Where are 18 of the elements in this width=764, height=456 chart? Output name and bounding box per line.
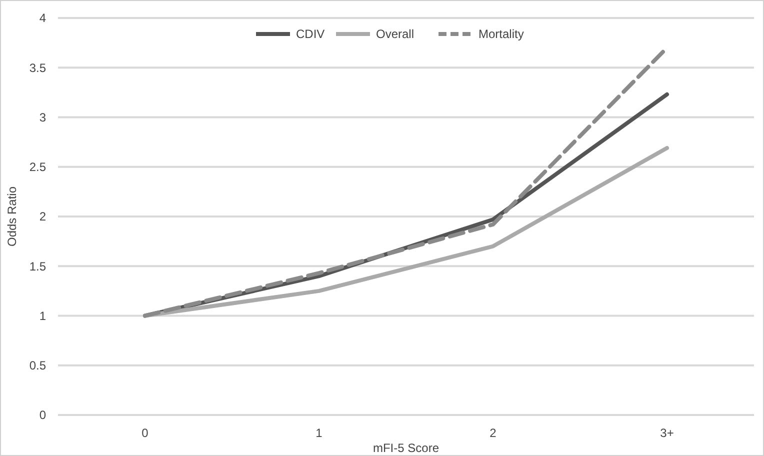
y-tick-label: 3 [39,110,46,124]
legend-label: Mortality [478,27,524,42]
legend-label: CDIV [296,27,325,42]
y-tick-label: 0.5 [29,358,46,373]
y-tick-label: 3.5 [29,60,46,75]
x-tick-label: 1 [316,426,323,440]
legend-label: Overall [376,27,414,42]
y-tick-label: 2 [39,210,46,224]
x-tick-label: 3+ [660,426,674,440]
y-axis-title: Odds Ratio [5,186,19,247]
x-axis-title: mFI-5 Score [372,441,440,455]
x-tick-label: 2 [490,426,497,440]
y-tick-label: 1.5 [29,259,46,274]
y-tick-label: 0 [39,408,46,422]
y-tick-label: 1 [39,308,46,323]
y-tick-label: 2.5 [29,160,46,174]
y-tick-label: 4 [39,11,46,26]
x-tick-label: 0 [142,426,149,440]
